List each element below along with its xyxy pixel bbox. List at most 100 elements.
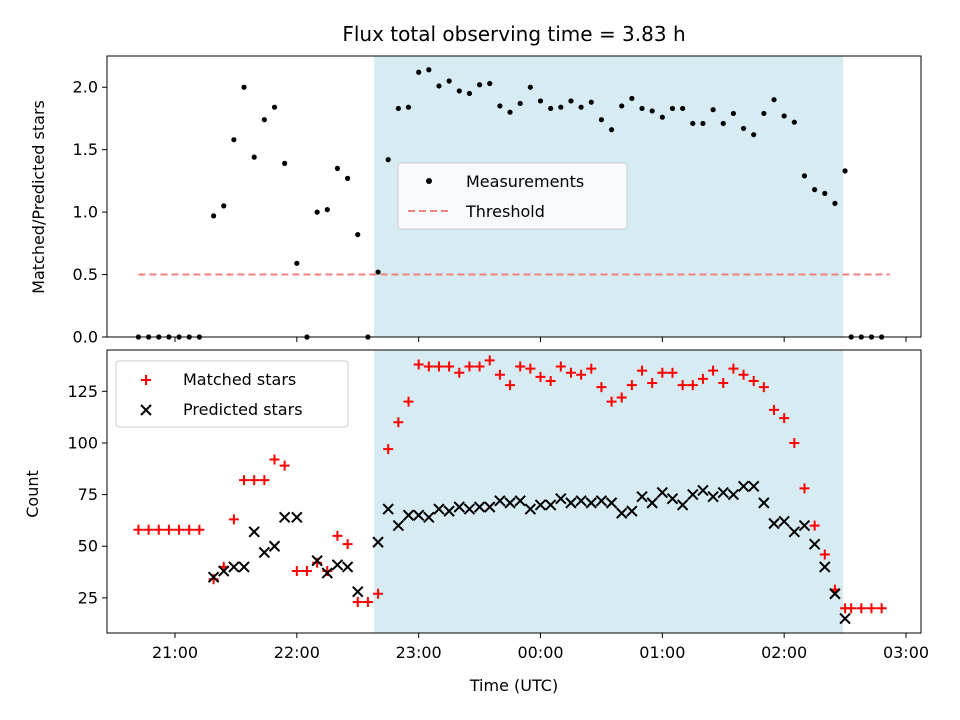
measurement-point bbox=[517, 100, 523, 107]
matched-star-point bbox=[249, 475, 260, 486]
matched-star-point bbox=[174, 524, 185, 535]
matched-star-point bbox=[545, 375, 556, 386]
predicted-star-point bbox=[372, 536, 384, 548]
matched-star-point bbox=[279, 460, 290, 471]
predicted-star-point bbox=[228, 561, 240, 573]
bottom-legend-box bbox=[115, 360, 349, 428]
measurement-point bbox=[466, 90, 473, 97]
predicted-star-point bbox=[687, 488, 699, 501]
matched-star-point bbox=[576, 369, 587, 380]
predicted-star-point bbox=[656, 486, 669, 499]
xlabel: Time (UTC) bbox=[469, 676, 558, 695]
predicted-star-point bbox=[565, 497, 577, 509]
matched-star-point bbox=[433, 361, 444, 372]
measurement-point bbox=[680, 105, 686, 112]
predicted-star-point bbox=[514, 495, 526, 507]
matched-star-point bbox=[239, 475, 250, 486]
matched-star-point bbox=[373, 588, 384, 599]
matched-star-point bbox=[728, 363, 739, 374]
predicted-star-point bbox=[819, 561, 831, 573]
bottom-axes-frame bbox=[106, 349, 922, 634]
legend-measurements: Measurements bbox=[466, 172, 584, 191]
matched-star-point bbox=[667, 367, 678, 378]
measurement-point bbox=[548, 105, 554, 112]
measurement-point bbox=[355, 231, 361, 238]
observing-span-bottom bbox=[373, 350, 844, 633]
predicted-star-point bbox=[636, 490, 648, 503]
predicted-star-point bbox=[798, 519, 811, 532]
predicted-star-point bbox=[616, 507, 628, 519]
legend-plus-glyph bbox=[141, 375, 151, 385]
matched-star-point bbox=[259, 475, 270, 486]
x-tick-label: 03:00 bbox=[883, 643, 929, 662]
x-tick-label: 23:00 bbox=[396, 643, 442, 662]
matched-star-point bbox=[444, 361, 455, 372]
matched-star-point bbox=[876, 603, 887, 614]
chart-title: Flux total observing time = 3.83 h bbox=[342, 22, 685, 46]
predicted-star-point bbox=[808, 538, 821, 550]
predicted-star-point bbox=[392, 519, 405, 532]
measurement-point bbox=[761, 110, 767, 117]
measurement-point bbox=[334, 165, 341, 171]
measurement-point bbox=[812, 187, 818, 193]
measurement-point bbox=[751, 132, 757, 138]
matched-star-point bbox=[596, 382, 607, 393]
top-legend-box bbox=[397, 162, 628, 230]
matched-star-point bbox=[184, 524, 195, 535]
predicted-star-point bbox=[504, 497, 516, 509]
predicted-star-point bbox=[768, 517, 780, 530]
measurement-point bbox=[588, 99, 594, 105]
predicted-star-point bbox=[238, 561, 250, 573]
predicted-star-point bbox=[331, 559, 344, 571]
matched-star-point bbox=[809, 520, 820, 531]
measurement-point bbox=[832, 200, 838, 206]
predicted-star-point bbox=[788, 526, 801, 538]
matched-star-point bbox=[133, 524, 144, 535]
measurement-point bbox=[822, 190, 828, 196]
predicted-star-point bbox=[758, 497, 770, 509]
matched-star-point bbox=[332, 530, 343, 541]
matched-star-point bbox=[748, 375, 759, 386]
matched-star-point bbox=[291, 566, 302, 577]
predicted-star-point bbox=[473, 501, 486, 513]
matched-star-point bbox=[708, 365, 719, 376]
measurement-point bbox=[710, 107, 716, 113]
matched-star-point bbox=[657, 367, 668, 378]
measurement-point bbox=[344, 175, 351, 181]
y-tick-label: 50 bbox=[78, 537, 98, 556]
predicted-star-point bbox=[443, 505, 455, 517]
predicted-star-point bbox=[423, 511, 435, 524]
measurement-point bbox=[405, 104, 412, 110]
matched-star-point bbox=[626, 380, 637, 391]
predicted-star-point bbox=[311, 554, 323, 567]
predicted-star-point bbox=[453, 501, 465, 513]
legend-x-glyph bbox=[140, 404, 152, 416]
y-tick-label: 0.5 bbox=[73, 265, 98, 284]
y-tick-label: 100 bbox=[67, 433, 98, 452]
matched-star-point bbox=[515, 361, 526, 372]
bottom-legend: Matched stars Predicted stars bbox=[115, 360, 349, 428]
x-tick-label: 00:00 bbox=[517, 643, 563, 662]
matched-star-point bbox=[464, 361, 475, 372]
x-tick-label: 21:00 bbox=[152, 643, 198, 662]
measurement-point bbox=[608, 127, 615, 133]
predicted-star-point bbox=[697, 484, 709, 497]
measurement-point bbox=[598, 117, 605, 123]
matched-star-point bbox=[819, 549, 830, 560]
predicted-star-point bbox=[585, 497, 597, 509]
measurement-point bbox=[537, 98, 544, 104]
predicted-star-point bbox=[778, 515, 790, 528]
matched-star-point bbox=[423, 361, 434, 372]
matched-star-point bbox=[738, 369, 749, 380]
y-tick-label: 0.0 bbox=[73, 328, 98, 347]
measurement-point bbox=[771, 97, 777, 103]
measurement-point bbox=[639, 105, 645, 112]
measurement-point bbox=[801, 173, 808, 179]
measurement-point bbox=[497, 103, 503, 109]
predicted-star-point bbox=[707, 490, 719, 503]
y-tick-label: 25 bbox=[78, 588, 98, 607]
measurement-point bbox=[231, 137, 237, 143]
measurement-point bbox=[730, 110, 737, 117]
matched-star-point bbox=[143, 524, 154, 535]
matched-star-point bbox=[606, 396, 617, 407]
